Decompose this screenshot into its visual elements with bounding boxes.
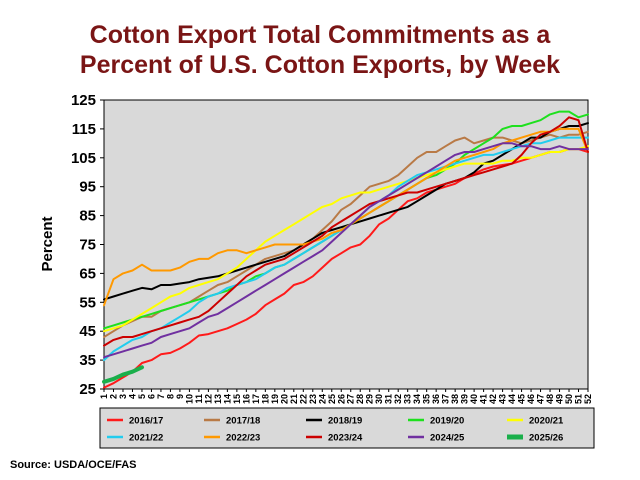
legend: [99, 407, 595, 449]
source-note: Source: USDA/OCE/FAS: [10, 459, 137, 471]
x-tick-label: 44: [507, 394, 517, 404]
x-tick-label: 48: [545, 394, 555, 404]
x-tick-label: 40: [469, 394, 479, 404]
x-tick-label: 52: [583, 394, 593, 404]
series-line-2023-24: [103, 116, 589, 347]
x-tick-label: 18: [260, 394, 270, 404]
x-tick-label: 45: [517, 394, 527, 404]
y-axis: 25 35 45 55 65 75 85 95 105 115 125: [71, 92, 104, 398]
x-tick-label: 16: [241, 394, 251, 404]
x-tick-label: 11: [194, 394, 204, 404]
x-tick-label: 42: [488, 394, 498, 404]
series-line-2020-21: [103, 145, 589, 333]
x-tick-label: 39: [460, 394, 470, 404]
x-tick-label: 30: [374, 394, 384, 404]
y-tick-label: 65: [79, 265, 96, 282]
series-line-2022-23: [103, 127, 589, 307]
x-tick-label: 3: [118, 394, 128, 399]
x-tick-label: 43: [498, 394, 508, 404]
x-tick-label: 24: [317, 394, 327, 404]
x-tick-label: 50: [564, 394, 574, 404]
y-tick-label: 125: [71, 92, 96, 109]
y-axis-label: Percent: [39, 216, 56, 271]
x-tick-label: 47: [536, 394, 546, 404]
x-tick-label: 28: [355, 394, 365, 404]
series-line-2018-19: [103, 122, 589, 301]
x-tick-label: 26: [336, 394, 346, 404]
legend-label: 2018/19: [328, 416, 362, 427]
plot-area: [103, 99, 589, 390]
x-tick-label: 12: [203, 394, 213, 404]
y-tick-label: 105: [71, 150, 96, 167]
y-tick-label: 45: [79, 323, 96, 340]
legend-label: 2022/23: [226, 433, 260, 444]
x-tick-label: 22: [298, 394, 308, 404]
y-tick-label: 25: [79, 381, 96, 398]
legend-label: 2020/21: [529, 416, 564, 427]
legend-label: 2024/25: [430, 433, 465, 444]
x-tick-label: 35: [422, 394, 432, 404]
x-tick-label: 9: [175, 394, 185, 399]
legend-label: 2025/26: [529, 433, 563, 444]
x-tick-label: 21: [289, 394, 299, 404]
legend-label: 2019/20: [430, 416, 464, 427]
x-tick-label: 25: [327, 394, 337, 404]
y-tick-label: 115: [72, 121, 96, 138]
x-tick-label: 33: [403, 394, 413, 404]
x-axis: 1 2 3 4 5 6 7 8 9 10 11 12 13 14 15 16 17 18 19 20 21 22 23 24 2…: [99, 389, 593, 404]
y-tick-label: 75: [79, 237, 96, 254]
x-tick-label: 15: [232, 394, 242, 404]
x-tick-label: 29: [365, 394, 375, 404]
legend-label: 2016/17: [129, 416, 163, 427]
y-tick-label: 35: [79, 352, 96, 369]
x-tick-label: 20: [279, 394, 289, 404]
x-tick-label: 2: [108, 394, 118, 399]
x-tick-label: 49: [555, 394, 565, 404]
x-tick-label: 8: [165, 394, 175, 399]
x-tick-label: 34: [412, 394, 422, 404]
x-tick-label: 37: [441, 394, 451, 404]
x-tick-label: 13: [213, 394, 223, 404]
x-tick-label: 6: [146, 394, 156, 399]
chart-title-line1: Cotton Export Total Commitments as a: [90, 21, 552, 49]
legend-label: 2021/22: [129, 433, 163, 444]
x-tick-label: 17: [251, 394, 261, 404]
x-tick-label: 5: [137, 394, 147, 399]
x-tick-label: 31: [384, 394, 394, 404]
x-tick-label: 10: [184, 394, 194, 404]
chart-title-line2: Percent of U.S. Cotton Exports, by Week: [80, 51, 560, 79]
y-tick-label: 85: [79, 208, 96, 225]
legend-label: 2017/18: [226, 416, 260, 427]
x-tick-label: 14: [222, 394, 232, 404]
x-tick-label: 1: [99, 394, 109, 399]
legend-items: 2016/17 2017/18 2018/19 2019/20 2020/21 2021/…: [107, 416, 564, 444]
y-tick-label: 55: [79, 294, 96, 311]
series-line-2025-26: [102, 365, 144, 384]
x-tick-label: 46: [526, 394, 536, 404]
x-tick-label: 51: [574, 394, 584, 404]
series-line-2024-25: [103, 142, 589, 359]
x-tick-label: 19: [270, 394, 280, 404]
x-tick-label: 23: [308, 394, 318, 404]
x-tick-label: 27: [346, 394, 356, 404]
x-tick-label: 38: [450, 394, 460, 404]
x-tick-label: 32: [393, 394, 403, 404]
x-tick-label: 36: [431, 394, 441, 404]
x-tick-label: 7: [156, 394, 166, 399]
y-tick-label: 95: [79, 179, 96, 196]
x-tick-label: 4: [127, 394, 137, 399]
series-group: [102, 110, 589, 389]
legend-label: 2023/24: [328, 433, 363, 444]
x-tick-label: 41: [479, 394, 489, 404]
